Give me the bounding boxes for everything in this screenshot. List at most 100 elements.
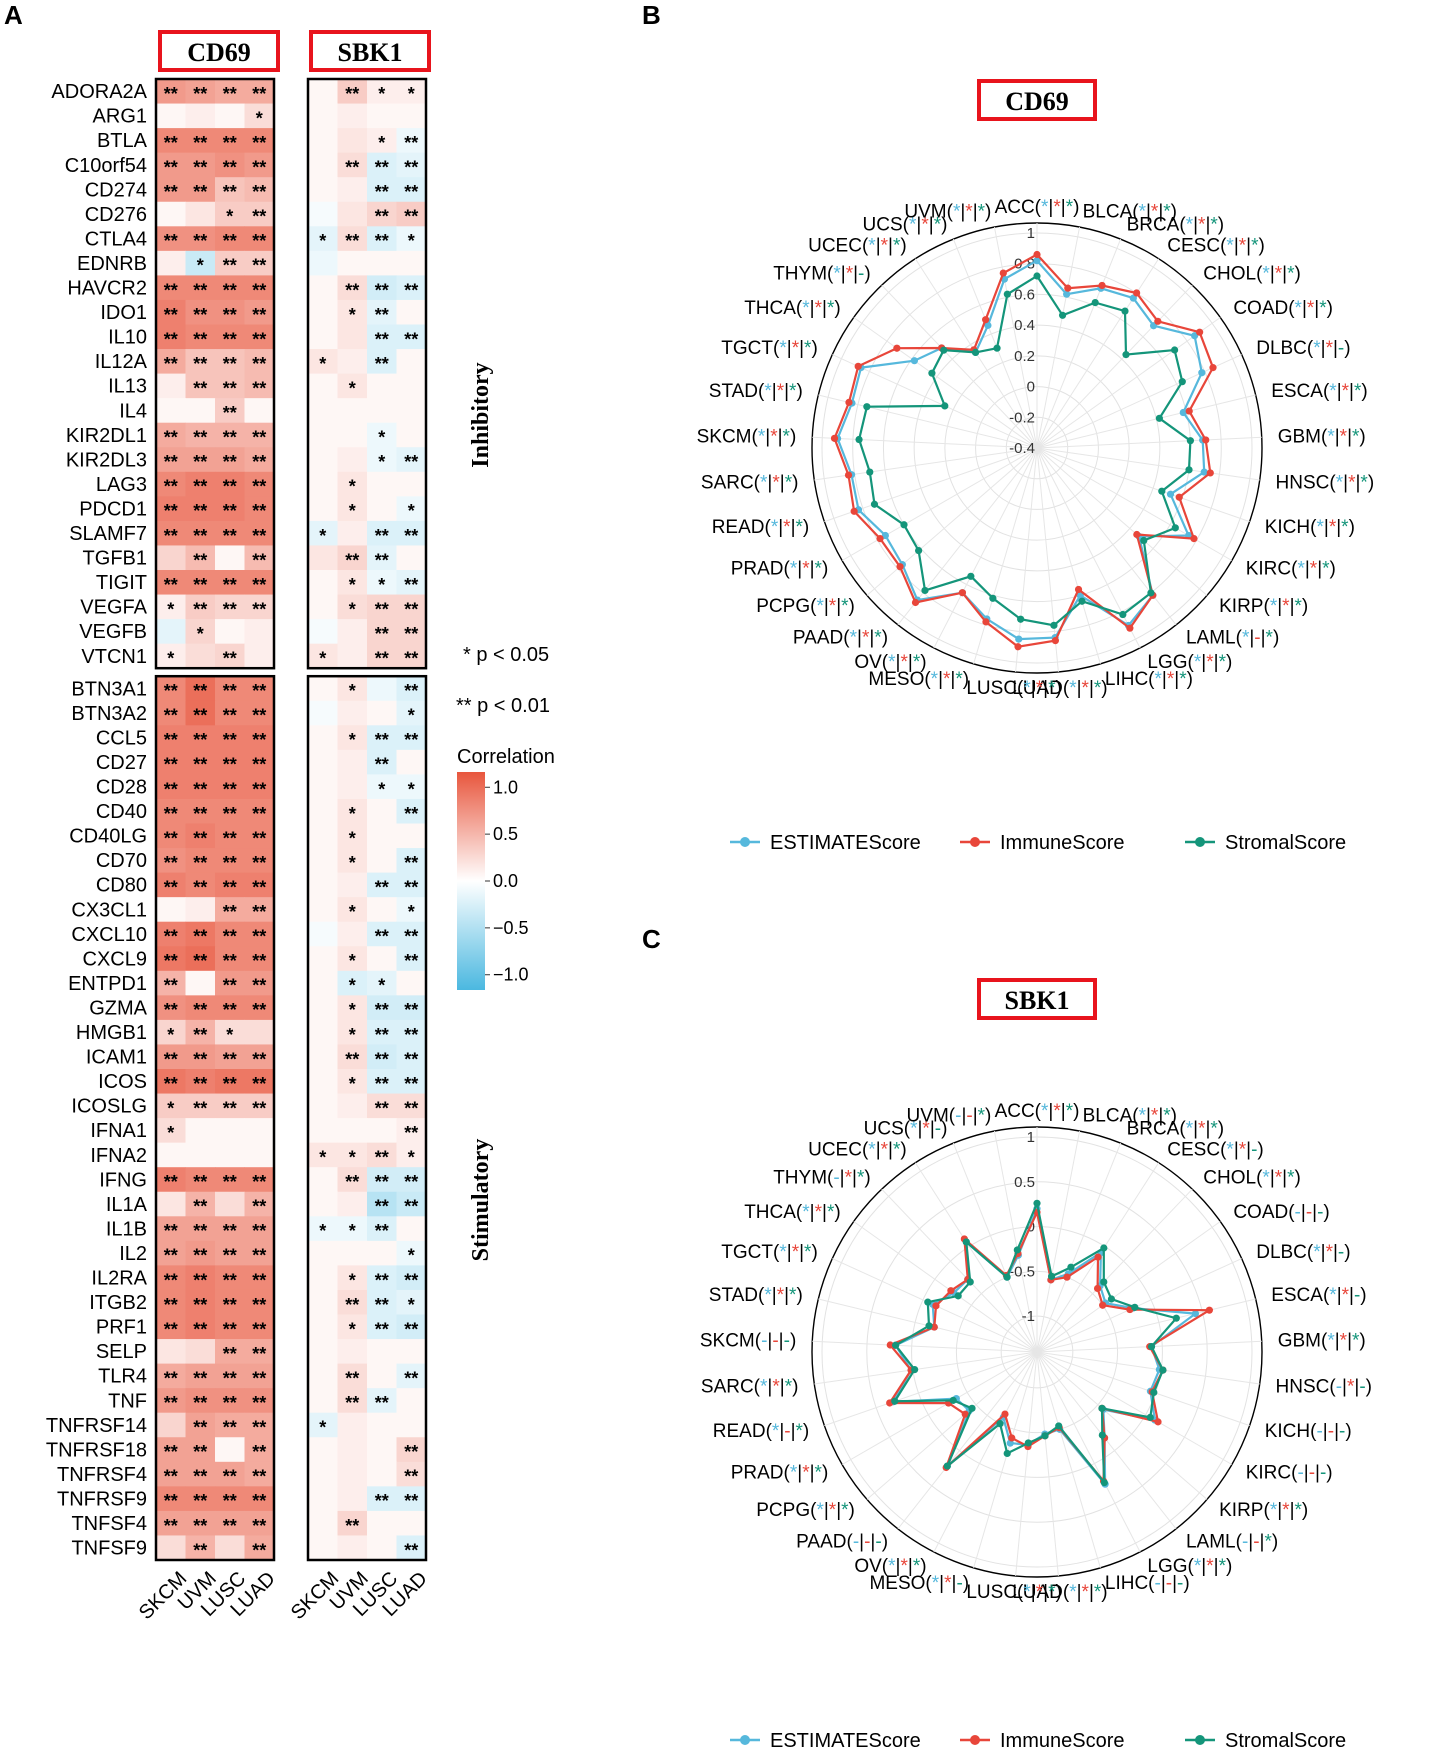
gene-label: PRF1 — [96, 1317, 147, 1339]
radar-spoke — [1036, 1130, 1081, 1353]
significance-mark: ** — [252, 452, 266, 472]
category-separator: | — [772, 1285, 777, 1306]
heatmap-cell — [156, 1240, 186, 1266]
significance-mark: ** — [404, 158, 418, 178]
significance-mark: ** — [193, 877, 207, 897]
category-sig-mark: - — [1306, 1202, 1312, 1223]
significance-mark: ** — [404, 452, 418, 472]
category-close: ) — [864, 1168, 870, 1189]
significance-mark: ** — [164, 1246, 178, 1266]
heatmap-cell — [308, 594, 338, 620]
heatmap-cell — [308, 725, 338, 751]
heatmap-cell — [215, 872, 245, 898]
category-name: GBM( — [1278, 1331, 1328, 1352]
significance-mark: * — [408, 84, 415, 104]
heatmap-cell — [367, 1437, 397, 1463]
radar-point — [1098, 1404, 1106, 1412]
significance-mark: ** — [164, 1319, 178, 1339]
significance-mark: * — [349, 853, 356, 873]
heatmap-cell — [337, 643, 368, 669]
category-sig-mark: * — [829, 596, 837, 617]
category-separator: | — [799, 338, 804, 359]
gene-label: TNF — [108, 1390, 147, 1412]
radar-point — [1155, 414, 1163, 422]
heatmap-cell — [308, 848, 338, 874]
gene-label: LAG3 — [96, 474, 147, 496]
significance-mark: ** — [252, 1442, 266, 1462]
radar-point — [968, 1404, 976, 1412]
category-sig-mark: * — [1198, 214, 1206, 235]
radar-spoke — [1036, 1142, 1122, 1353]
heatmap-cell — [215, 823, 245, 849]
significance-mark: * — [378, 976, 385, 996]
radar-category-label: UCEC(*|*|*) — [808, 1139, 907, 1160]
category-separator: | — [780, 1376, 785, 1397]
heatmap-cell — [244, 373, 275, 399]
heatmap-cell — [337, 1412, 368, 1438]
significance-mark: ** — [164, 280, 178, 300]
category-sig-mark: - — [1338, 1242, 1344, 1263]
category-sig-mark: * — [857, 1168, 865, 1189]
heatmap-cell — [308, 570, 338, 596]
category-sig-mark: * — [1139, 1105, 1147, 1126]
category-close: ) — [796, 381, 802, 402]
category-sig-mark: * — [1270, 1500, 1278, 1521]
significance-mark: ** — [252, 1197, 266, 1217]
radar-point — [1033, 257, 1041, 265]
gene-label: ARG1 — [93, 106, 147, 128]
heatmap-cell — [396, 798, 427, 824]
heatmap-cell — [185, 1240, 216, 1266]
category-close: ) — [900, 1139, 906, 1160]
radar-spoke — [1036, 447, 1250, 523]
significance-mark: ** — [164, 526, 178, 546]
heatmap-cell — [156, 1461, 186, 1487]
radar-point — [1147, 589, 1155, 597]
category-sig-mark: * — [1163, 1105, 1171, 1126]
radar-point — [1003, 290, 1011, 298]
heatmap-cell — [337, 398, 368, 424]
radar-point — [971, 348, 980, 356]
category-sig-mark: * — [1179, 669, 1187, 690]
heatmap-cell — [185, 643, 216, 669]
heatmap-cell — [244, 643, 275, 669]
heatmap-cell — [396, 226, 427, 252]
category-sig-mark: * — [1023, 1582, 1031, 1603]
category-sig-mark: - — [864, 1531, 870, 1552]
heatmap-cell — [337, 496, 368, 522]
category-close: ) — [900, 235, 906, 256]
radar-series-stromalscore — [855, 272, 1194, 629]
radar-title-box — [977, 978, 1097, 1020]
category-separator: | — [1336, 517, 1341, 538]
category-separator: | — [810, 1202, 815, 1223]
heatmap-cell — [244, 1486, 275, 1512]
category-sig-mark: * — [804, 1242, 812, 1263]
radar-point — [1107, 1295, 1116, 1303]
category-sig-mark: * — [760, 1376, 768, 1397]
category-sig-mark: * — [785, 472, 793, 493]
heatmap-cell — [156, 373, 186, 399]
heatmap-cell — [396, 79, 427, 105]
radar-category-label: SARC(*|*|*) — [701, 1376, 799, 1397]
category-separator: | — [1305, 559, 1310, 580]
category-separator: | — [1201, 652, 1206, 673]
heatmap-cell — [367, 725, 397, 751]
heatmap-cell — [367, 128, 397, 154]
radar-point — [999, 269, 1007, 277]
significance-mark: ** — [404, 1491, 418, 1511]
significance-mark: ** — [164, 477, 178, 497]
radar-point — [1202, 436, 1210, 444]
heatmap-cell — [244, 226, 275, 252]
heatmap-cell — [215, 177, 245, 203]
heatmap-cell — [396, 749, 427, 775]
category-close: ) — [1368, 472, 1374, 493]
category-sig-mark: * — [1053, 197, 1061, 218]
category-sig-mark: * — [764, 381, 772, 402]
category-separator: | — [836, 596, 841, 617]
category-sig-mark: * — [802, 298, 810, 319]
radar-point — [1003, 1273, 1011, 1281]
radar-point — [1041, 1432, 1049, 1440]
heatmap-cell — [337, 1118, 368, 1144]
significance-mark: ** — [252, 902, 266, 922]
category-sig-mark: * — [1036, 678, 1044, 699]
gene-label: VEGFB — [79, 621, 147, 643]
